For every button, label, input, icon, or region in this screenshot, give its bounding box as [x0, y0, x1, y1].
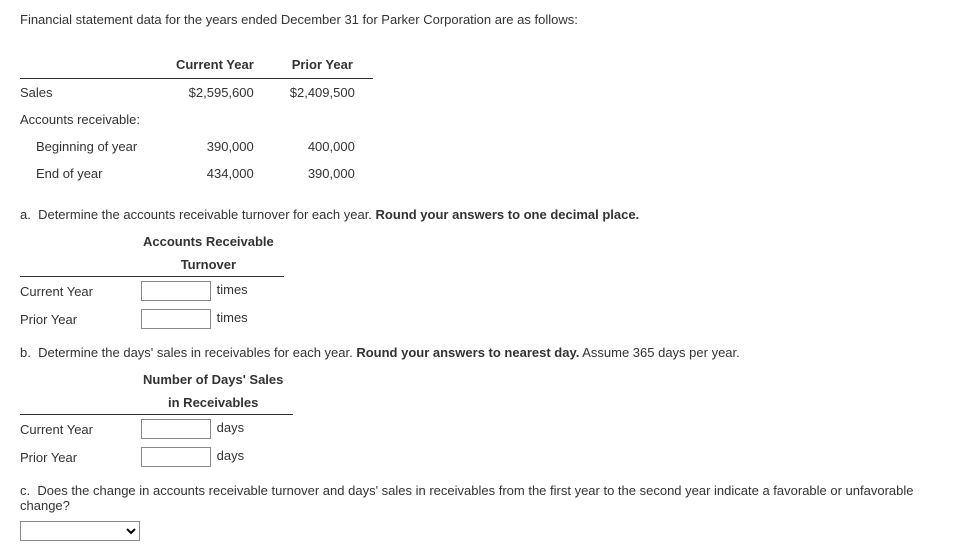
q-a-text: Determine the accounts receivable turnov…: [38, 207, 375, 222]
q-b-letter: b.: [20, 345, 31, 360]
a-prior-input[interactable]: [141, 309, 211, 329]
a-current-unit: times: [215, 282, 248, 297]
q-b-trail: Assume 365 days per year.: [579, 345, 739, 360]
row-begin-current: 390,000: [158, 133, 272, 160]
q-b-text: Determine the days' sales in receivables…: [38, 345, 356, 360]
b-current-input[interactable]: [141, 419, 211, 439]
q-c-text: Does the change in accounts receivable t…: [20, 483, 914, 513]
q-b-bold: Round your answers to nearest day.: [356, 345, 579, 360]
row-begin-prior: 400,000: [272, 133, 373, 160]
row-ar-heading: Accounts receivable:: [20, 106, 158, 133]
c-dropdown[interactable]: [20, 521, 140, 541]
row-begin-label: Beginning of year: [20, 133, 158, 160]
a-prior-unit: times: [215, 310, 248, 325]
row-sales-current: $2,595,600: [158, 79, 272, 107]
a-current-input[interactable]: [141, 281, 211, 301]
question-c: c. Does the change in accounts receivabl…: [20, 483, 933, 513]
q-c-letter: c.: [20, 483, 30, 498]
col-header-current: Current Year: [158, 51, 272, 79]
answer-table-b: Number of Days' Sales in Receivables Cur…: [20, 368, 293, 471]
row-end-prior: 390,000: [272, 160, 373, 187]
q-a-letter: a.: [20, 207, 31, 222]
q-a-bold: Round your answers to one decimal place.: [376, 207, 640, 222]
row-end-label: End of year: [20, 160, 158, 187]
b-current-label: Current Year: [20, 415, 133, 444]
answer-table-a: Accounts Receivable Turnover Current Yea…: [20, 230, 284, 333]
a-header-l2: Turnover: [133, 253, 284, 277]
col-header-prior: Prior Year: [272, 51, 373, 79]
financial-data-table: Current Year Prior Year Sales $2,595,600…: [20, 51, 373, 187]
b-header-l1: Number of Days' Sales: [133, 368, 293, 391]
a-current-label: Current Year: [20, 277, 133, 306]
a-header-l1: Accounts Receivable: [133, 230, 284, 253]
intro-text: Financial statement data for the years e…: [20, 12, 933, 27]
b-prior-unit: days: [215, 448, 244, 463]
b-current-unit: days: [215, 420, 244, 435]
question-a: a. Determine the accounts receivable tur…: [20, 207, 933, 222]
a-prior-label: Prior Year: [20, 305, 133, 333]
row-end-current: 434,000: [158, 160, 272, 187]
b-header-l2: in Receivables: [133, 391, 293, 415]
question-b: b. Determine the days' sales in receivab…: [20, 345, 933, 360]
row-sales-prior: $2,409,500: [272, 79, 373, 107]
row-sales-label: Sales: [20, 79, 158, 107]
b-prior-label: Prior Year: [20, 443, 133, 471]
b-prior-input[interactable]: [141, 447, 211, 467]
